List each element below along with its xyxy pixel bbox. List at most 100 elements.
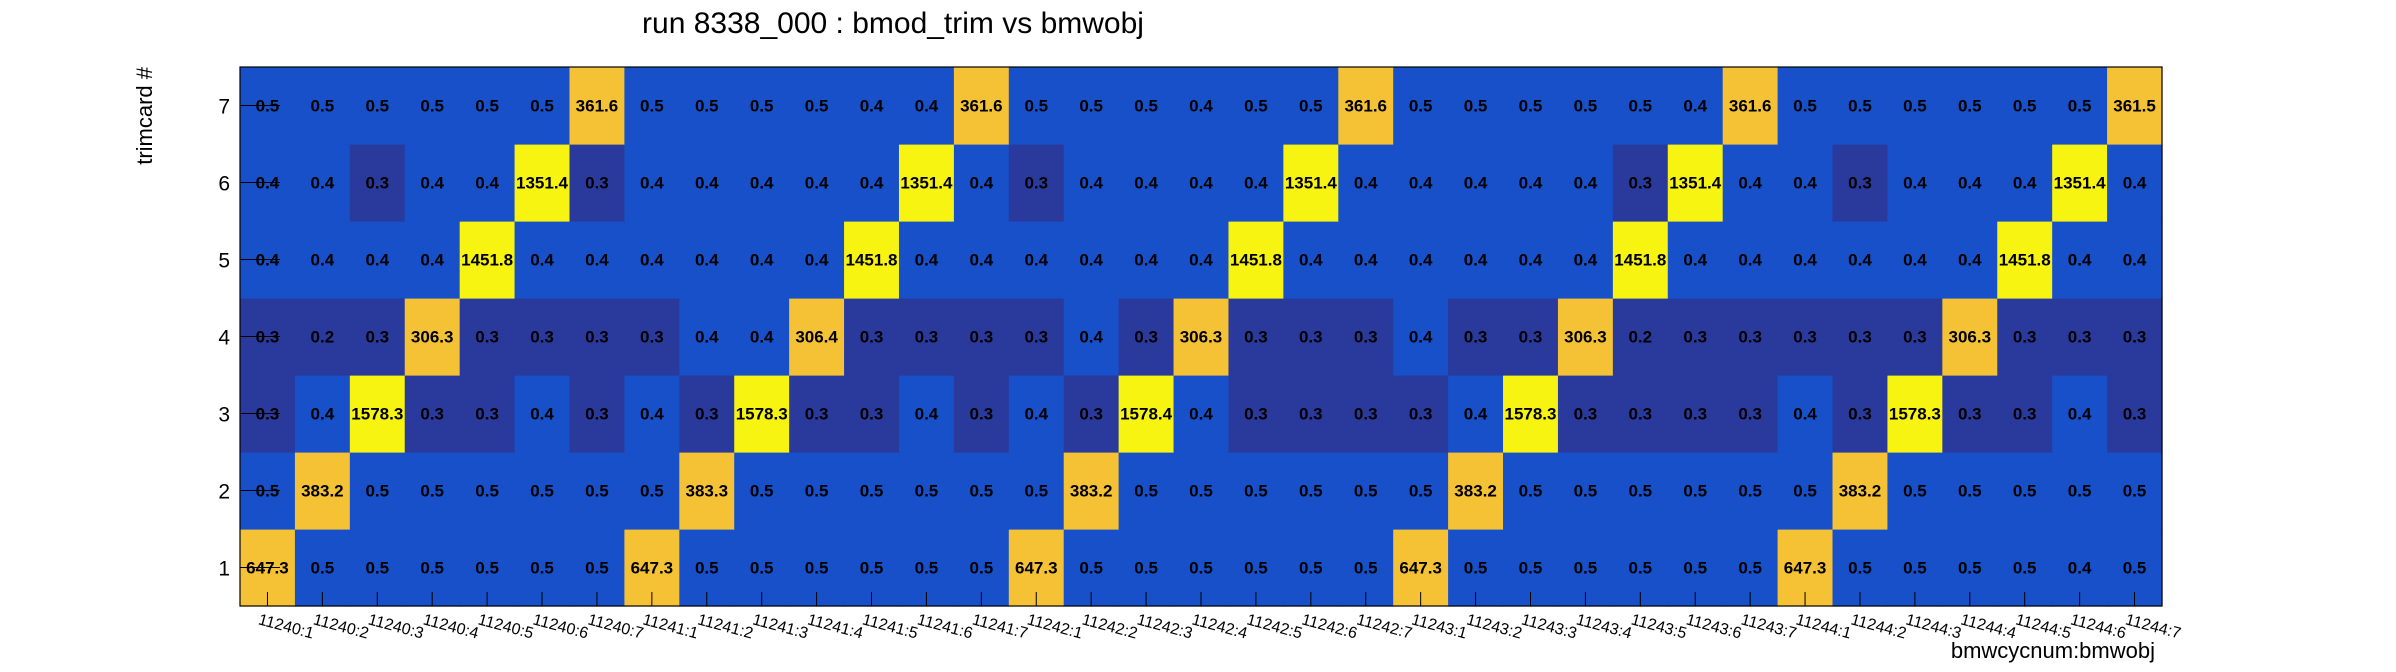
cell-value-label: 0.4 [475,174,499,193]
cell-value-label: 0.4 [695,251,719,270]
heatmap-cell [624,375,680,453]
cell-value-label: 0.5 [1958,559,1982,578]
cell-value-label: 0.4 [1574,251,1598,270]
heatmap-cell [2052,298,2108,376]
cell-value-label: 0.3 [1134,328,1158,347]
x-tick-label: 11240:3 [366,611,425,642]
heatmap-cell [1063,144,1120,222]
cell-value-label: 647.3 [631,559,674,578]
heatmap-cell [514,67,571,145]
cell-value-label: 0.3 [1848,405,1872,424]
heatmap-cell [1722,144,1779,222]
heatmap-cell [404,144,461,222]
heatmap-cell [953,452,1010,530]
heatmap-cell [734,452,790,530]
cell-value-label: 0.5 [585,482,609,501]
heatmap-cell [294,298,351,376]
cell-value-label: 361.6 [1344,97,1387,116]
cell-value-label: 0.5 [805,97,829,116]
x-tick-label: 11241:3 [751,611,810,642]
heatmap-cell [2107,452,2163,530]
heatmap-cell [679,375,735,453]
heatmap-cell [1503,298,1559,376]
cell-value-label: 0.3 [915,328,939,347]
cell-value-label: 0.4 [1848,251,1872,270]
cell-value-label: 0.4 [1519,251,1543,270]
cell-value-label: 0.3 [365,174,389,193]
heatmap-cell [349,298,406,376]
cell-value-label: 0.5 [365,559,389,578]
cell-value-label: 306.3 [1180,328,1223,347]
cell-value-label: 1451.8 [1999,251,2051,270]
heatmap-cell [1118,375,1175,453]
heatmap-cell [1997,67,2053,145]
cell-value-label: 306.3 [411,328,454,347]
heatmap-cell [2107,375,2163,453]
heatmap-cell [2052,144,2108,222]
cell-value-label: 0.5 [970,482,994,501]
heatmap-cell [349,375,406,453]
heatmap-cell [789,452,845,530]
cell-value-label: 0.3 [695,405,719,424]
cell-value-label: 0.5 [1079,97,1103,116]
cell-value-label: 0.5 [420,559,444,578]
heatmap-cell [624,298,680,376]
cell-value-label: 0.4 [1134,174,1158,193]
heatmap-cell [1228,298,1284,376]
cell-value-label: 0.5 [1903,482,1927,501]
heatmap-cell [953,298,1010,376]
cell-value-label: 0.5 [1793,97,1817,116]
cell-value-label: 0.5 [2013,97,2037,116]
cell-value-label: 0.4 [805,251,829,270]
cell-value-label: 0.4 [695,174,719,193]
cell-value-label: 0.4 [1354,251,1378,270]
x-tick-label: 11243:6 [1684,611,1743,642]
heatmap-cell [844,375,900,453]
heatmap-cell [1283,221,1339,299]
cell-value-label: 0.3 [1354,405,1378,424]
cell-value-label: 0.3 [1024,174,1048,193]
cell-value-label: 0.5 [1354,559,1378,578]
cell-value-label: 361.6 [1729,97,1772,116]
cell-value-label: 0.5 [1299,97,1323,116]
cell-value-label: 0.5 [585,559,609,578]
heatmap-cell [734,221,790,299]
heatmap-cell [1228,375,1284,453]
heatmap-cell [1008,67,1065,145]
cell-value-label: 1351.4 [1669,174,1722,193]
cell-value-label: 0.5 [1519,97,1543,116]
heatmap-cell [1448,375,1504,453]
cell-value-label: 0.5 [1519,559,1543,578]
heatmap-cell [1063,221,1120,299]
cell-value-label: 0.4 [2123,251,2147,270]
heatmap-cell [1118,452,1175,530]
cell-value-label: 0.5 [1958,482,1982,501]
heatmap-cell [1173,221,1230,299]
heatmap-cell [349,67,406,145]
heatmap-cell [514,298,571,376]
heatmap-cell [734,298,790,376]
heatmap-cell [2107,298,2163,376]
heatmap-cell [844,67,900,145]
cell-value-label: 0.5 [1409,482,1433,501]
cell-value-label: 0.4 [1079,328,1103,347]
x-tick-label: 11243:3 [1519,611,1578,642]
heatmap-cell [953,375,1010,453]
x-tick-label: 11241:5 [860,611,919,642]
heatmap-cell [1173,452,1230,530]
heatmap-cell [1448,221,1504,299]
heatmap-cell [1393,221,1449,299]
x-tick-label: 11241:2 [696,611,755,642]
cell-value-label: 0.4 [1079,251,1103,270]
cell-value-label: 0.5 [1519,482,1543,501]
cell-value-label: 0.5 [1299,559,1323,578]
cell-value-label: 0.5 [530,559,554,578]
y-tick-label: 3 [218,404,230,427]
heatmap-cell [404,375,461,453]
heatmap-cell [1008,375,1065,453]
heatmap-cell [2052,452,2108,530]
heatmap-cell [1228,144,1284,222]
cell-value-label: 0.3 [1464,328,1488,347]
cell-value-label: 0.4 [1793,174,1817,193]
heatmap-cell [514,375,571,453]
